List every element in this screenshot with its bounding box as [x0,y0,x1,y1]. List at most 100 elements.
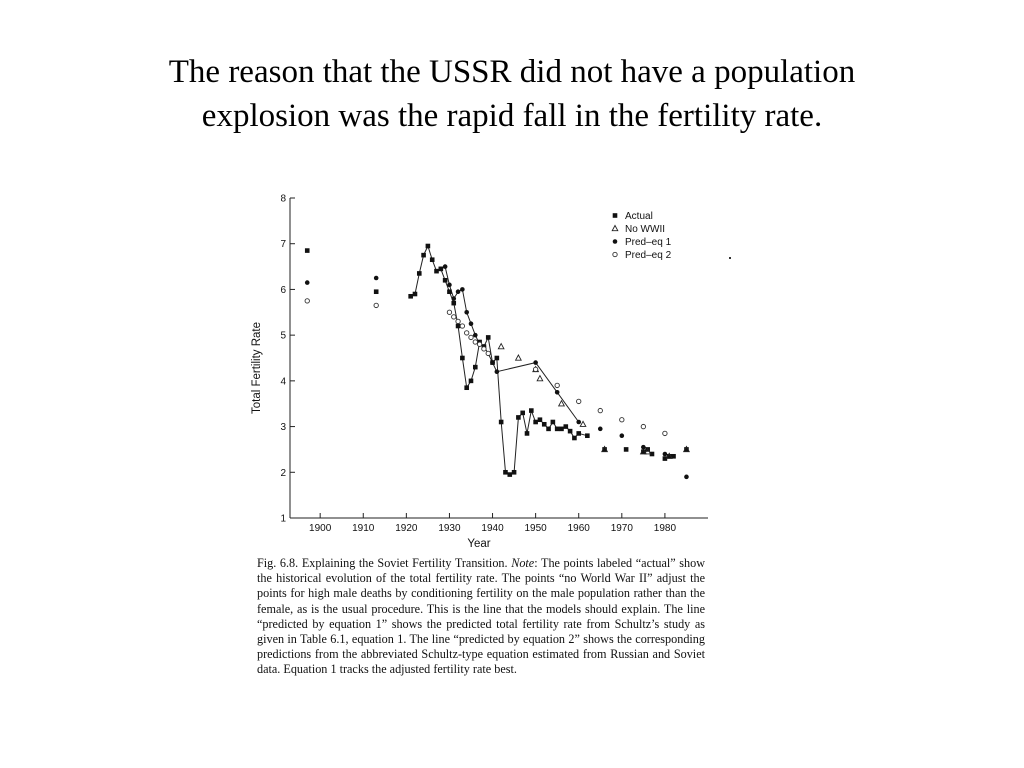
data-point-series-3 [373,302,379,309]
data-point-series-0 [412,291,418,297]
y-tick-label: 6 [280,285,286,296]
data-point-series-0 [472,364,478,370]
data-point-series-3 [554,382,560,389]
data-point-series-2 [468,321,474,327]
data-point-series-3 [459,323,466,329]
fertility-chart: 1 2 3 4 5 6 7 8 1900 1910 1920 1930 1940 1950 1960 1970… [251,194,708,550]
data-point-series-2 [464,309,469,315]
data-point-series-2 [597,426,603,432]
data-point-series-0 [503,469,508,475]
x-tick-label: 1930 [438,523,461,534]
data-point-series-2 [490,360,495,365]
data-point-series-0 [684,447,689,452]
data-point-series-2 [576,419,582,425]
data-point-series-0 [498,419,504,425]
data-point-series-0 [304,248,310,253]
data-point-series-3 [304,298,310,304]
x-tick-label: 1970 [611,523,634,534]
data-point-series-0 [425,243,431,249]
data-point-series-2 [684,474,689,480]
data-point-series-3 [481,346,487,352]
data-point-series-0 [641,449,646,455]
data-point-series-0 [464,385,469,391]
data-point-series-2 [472,332,478,338]
data-point-series-0 [585,433,590,439]
data-point-series-0 [662,456,668,461]
x-tick-label: 1900 [309,523,332,534]
data-point-series-2 [494,369,500,375]
legend-label-1: No WWII [625,224,665,235]
data-point-series-0 [537,417,543,423]
data-point-series-2 [447,282,452,288]
data-point-series-0 [541,421,547,427]
data-point-series-2 [641,444,646,450]
legend-marker-0 [612,213,618,218]
x-axis-label: Year [467,538,490,550]
slide-title-line-1: The reason that the USSR did not have a … [168,54,856,90]
data-point-series-0 [576,431,582,436]
data-point-series-0 [511,469,517,475]
data-point-series-3 [662,430,668,437]
data-point-series-3 [451,314,457,320]
x-tick-label: 1980 [654,523,677,534]
data-point-series-0 [623,447,629,452]
x-tick-label: 1910 [352,523,375,534]
data-point-series-0 [455,323,461,329]
caption-body: : The points labeled “actual” show the h… [257,556,706,677]
data-point-series-0 [572,435,577,441]
data-point-series-0 [649,451,655,457]
data-point-series-0 [602,447,607,452]
data-point-series-2 [442,264,448,269]
data-point-series-1 [682,445,691,453]
data-point-series-3 [446,309,453,315]
data-point-series-0 [554,426,560,432]
data-point-series-0 [524,431,530,436]
data-point-series-2 [554,389,560,395]
data-point-series-0 [434,268,439,274]
data-point-series-3 [472,339,478,345]
legend-marker-1 [611,224,619,232]
data-point-series-3 [532,366,539,373]
data-point-series-0 [533,419,538,425]
caption-fig-label: Fig. 6.8. [257,556,299,570]
data-point-series-2 [619,433,625,439]
y-tick-label: 1 [280,514,286,525]
data-point-series-0 [671,453,676,459]
data-point-series-0 [546,426,551,432]
data-point-series-3 [640,423,647,430]
data-point-series-2 [438,266,444,272]
y-tick-label: 8 [280,194,286,205]
data-point-series-0 [567,428,573,434]
data-point-series-0 [563,424,569,429]
data-point-series-1 [557,399,566,407]
data-point-series-1 [644,447,652,455]
data-point-series-0 [550,419,556,425]
data-point-series-0 [416,271,422,276]
slide-title-line-2: explosion was the rapid fall in the fert… [201,98,823,134]
data-point-series-0 [666,453,672,459]
y-tick-label: 4 [280,376,286,387]
data-point-series-0 [494,355,500,361]
figure-caption: Fig. 6.8. Explaining the Soviet Fertilit… [257,556,705,678]
data-point-series-2 [533,360,538,365]
data-point-series-0 [451,300,457,306]
data-point-series-0 [529,408,534,413]
x-tick-label: 1960 [568,523,591,534]
data-point-series-3 [619,417,625,423]
y-tick-label: 3 [280,422,286,433]
x-tick-label: 1920 [395,523,418,534]
y-tick-label: 5 [280,331,286,342]
x-tick-label: 1950 [525,523,548,534]
data-point-series-1 [579,420,587,427]
data-point-series-0 [373,289,379,295]
data-point-series-3 [597,407,603,414]
data-point-series-0 [460,355,465,361]
data-point-series-3 [476,341,483,347]
data-point-series-2 [662,451,668,457]
data-point-series-1 [514,354,522,361]
data-point-series-3 [485,350,491,357]
data-point-series-3 [455,318,461,325]
data-point-series-0 [429,257,435,263]
data-point-series-2 [460,287,465,292]
stray-dot [729,257,731,259]
